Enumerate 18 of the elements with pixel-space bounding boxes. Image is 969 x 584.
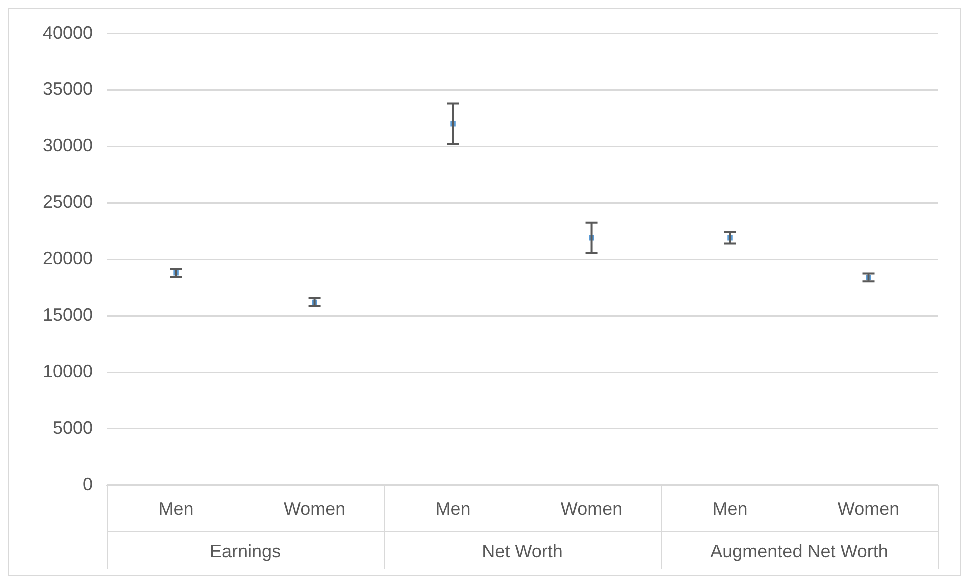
x-tick-label: Men [158,499,194,520]
text: Augmented Net Worth [710,541,888,562]
x-tick-label: Men [436,499,471,520]
text: Earnings [210,541,282,562]
x-tick-label: Men [712,499,748,520]
y-tick-label: 10000 [42,361,94,382]
y-tick-label: 5000 [53,418,94,438]
x-tick-label: Women [838,499,900,520]
y-tick-label: 40000 [42,22,94,43]
y-tick-label: 15000 [42,305,94,326]
x-tick-label: Women [284,499,346,520]
y-tick-label: 25000 [42,192,94,212]
y-tick-label: 30000 [42,136,94,156]
y-tick-label: 20000 [42,248,94,269]
y-tick-label: 35000 [42,79,94,100]
x-tick-label: Women [560,499,623,520]
y-tick-label: 0 [83,474,94,494]
text: Net Worth [482,541,563,562]
